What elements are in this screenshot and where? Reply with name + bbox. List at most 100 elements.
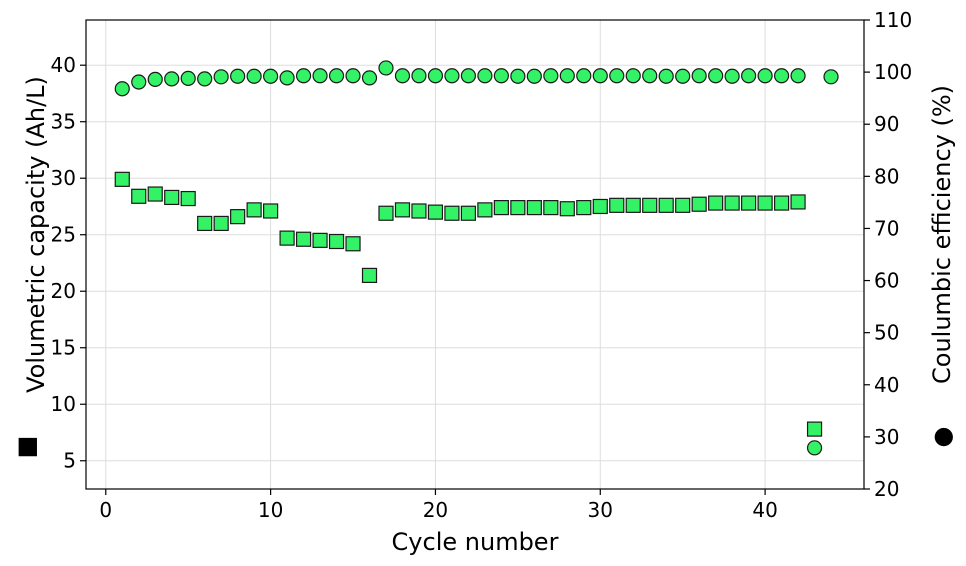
efficiency-point (444, 68, 460, 84)
efficiency-point (806, 440, 823, 456)
efficiency-point (230, 68, 246, 84)
efficiency-point (312, 68, 328, 84)
capacity-point (295, 231, 312, 247)
capacity-point (757, 195, 773, 211)
capacity-point (411, 203, 427, 219)
efficiency-point (757, 68, 773, 84)
efficiency-point (526, 68, 542, 84)
efficiency-point (197, 71, 213, 87)
capacity-point (279, 230, 295, 246)
capacity-point (526, 200, 542, 216)
y2-axis-circle-marker: ● (928, 427, 956, 448)
y-tick-label: 5 (63, 449, 76, 473)
capacity-point (625, 197, 641, 213)
efficiency-point (493, 68, 509, 84)
x-tick-label: 10 (258, 498, 283, 522)
y2-tick-label: 20 (874, 477, 899, 501)
y2-tick-label: 70 (874, 216, 899, 240)
efficiency-point (642, 68, 658, 84)
capacity-point (576, 200, 592, 216)
y2-tick-label: 30 (874, 425, 899, 449)
capacity-point (806, 421, 823, 437)
efficiency-point (460, 68, 477, 84)
capacity-point (790, 194, 806, 210)
y2-tick-label: 100 (874, 60, 912, 84)
capacity-point (328, 233, 345, 250)
capacity-point (394, 202, 411, 218)
capacity-point (675, 197, 691, 213)
capacity-point (180, 190, 196, 207)
efficiency-point (510, 68, 526, 84)
y2-axis-label: Coulumbic efficiency (%) (928, 85, 956, 384)
capacity-point (609, 197, 625, 213)
capacity-point (460, 205, 477, 221)
efficiency-point (427, 68, 444, 84)
efficiency-point (823, 69, 839, 85)
capacity-point (213, 215, 229, 232)
efficiency-point (394, 68, 411, 84)
y-tick-label: 35 (51, 110, 76, 134)
capacity-point (559, 201, 575, 217)
efficiency-point (675, 68, 691, 84)
y2-tick-label: 110 (874, 8, 912, 32)
efficiency-point (279, 70, 295, 86)
efficiency-point (559, 68, 575, 84)
efficiency-point (131, 74, 147, 90)
efficiency-point (691, 68, 707, 84)
y2-tick-label: 90 (874, 112, 899, 136)
y-axis-square-marker: ■ (12, 436, 40, 459)
y2-tick-label: 60 (874, 269, 899, 293)
y-axis-label: Volumetric capacity (Ah/L) (22, 76, 50, 393)
y-tick-label: 10 (51, 392, 76, 416)
y2-tick-label: 80 (874, 164, 899, 188)
capacity-point (164, 189, 180, 206)
y-tick-label: 25 (51, 223, 76, 247)
capacity-point (444, 205, 460, 221)
efficiency-point (773, 68, 790, 84)
capacity-point (246, 202, 262, 218)
x-tick-label: 30 (588, 498, 613, 522)
x-tick-label: 0 (99, 498, 112, 522)
capacity-point (345, 236, 361, 252)
capacity-point (773, 195, 790, 211)
efficiency-point (609, 68, 625, 84)
efficiency-point (164, 71, 180, 87)
capacity-point (493, 200, 509, 216)
x-tick-label: 40 (752, 498, 777, 522)
plot-marks (114, 60, 839, 456)
efficiency-point (295, 68, 312, 84)
y2-tick-label: 40 (874, 373, 899, 397)
efficiency-point (378, 60, 394, 76)
x-tick-label: 20 (423, 498, 448, 522)
efficiency-point (180, 70, 196, 86)
capacity-point (741, 195, 757, 211)
plot-frame (85, 19, 865, 490)
capacity-point (543, 200, 559, 216)
y-tick-label: 15 (51, 336, 76, 360)
efficiency-point (328, 68, 345, 84)
capacity-point (114, 171, 130, 187)
efficiency-point (477, 68, 493, 84)
efficiency-point (411, 68, 427, 84)
capacity-point (724, 195, 740, 211)
efficiency-point (543, 68, 559, 84)
capacity-point (378, 205, 394, 221)
capacity-point (477, 202, 493, 218)
capacity-point (197, 215, 213, 232)
efficiency-point (708, 68, 724, 84)
capacity-point (427, 204, 444, 220)
capacity-point (510, 200, 526, 216)
efficiency-point (361, 70, 378, 86)
efficiency-point (345, 68, 361, 84)
efficiency-point (246, 68, 262, 84)
efficiency-point (147, 71, 163, 88)
efficiency-point (658, 68, 674, 84)
capacity-point (230, 209, 246, 225)
y2-tick-label: 50 (874, 321, 899, 345)
efficiency-point (724, 68, 740, 84)
y-tick-label: 30 (51, 166, 76, 190)
y-tick-label: 20 (51, 279, 76, 303)
efficiency-point (625, 68, 641, 84)
grid (86, 20, 864, 489)
efficiency-point (114, 81, 130, 97)
